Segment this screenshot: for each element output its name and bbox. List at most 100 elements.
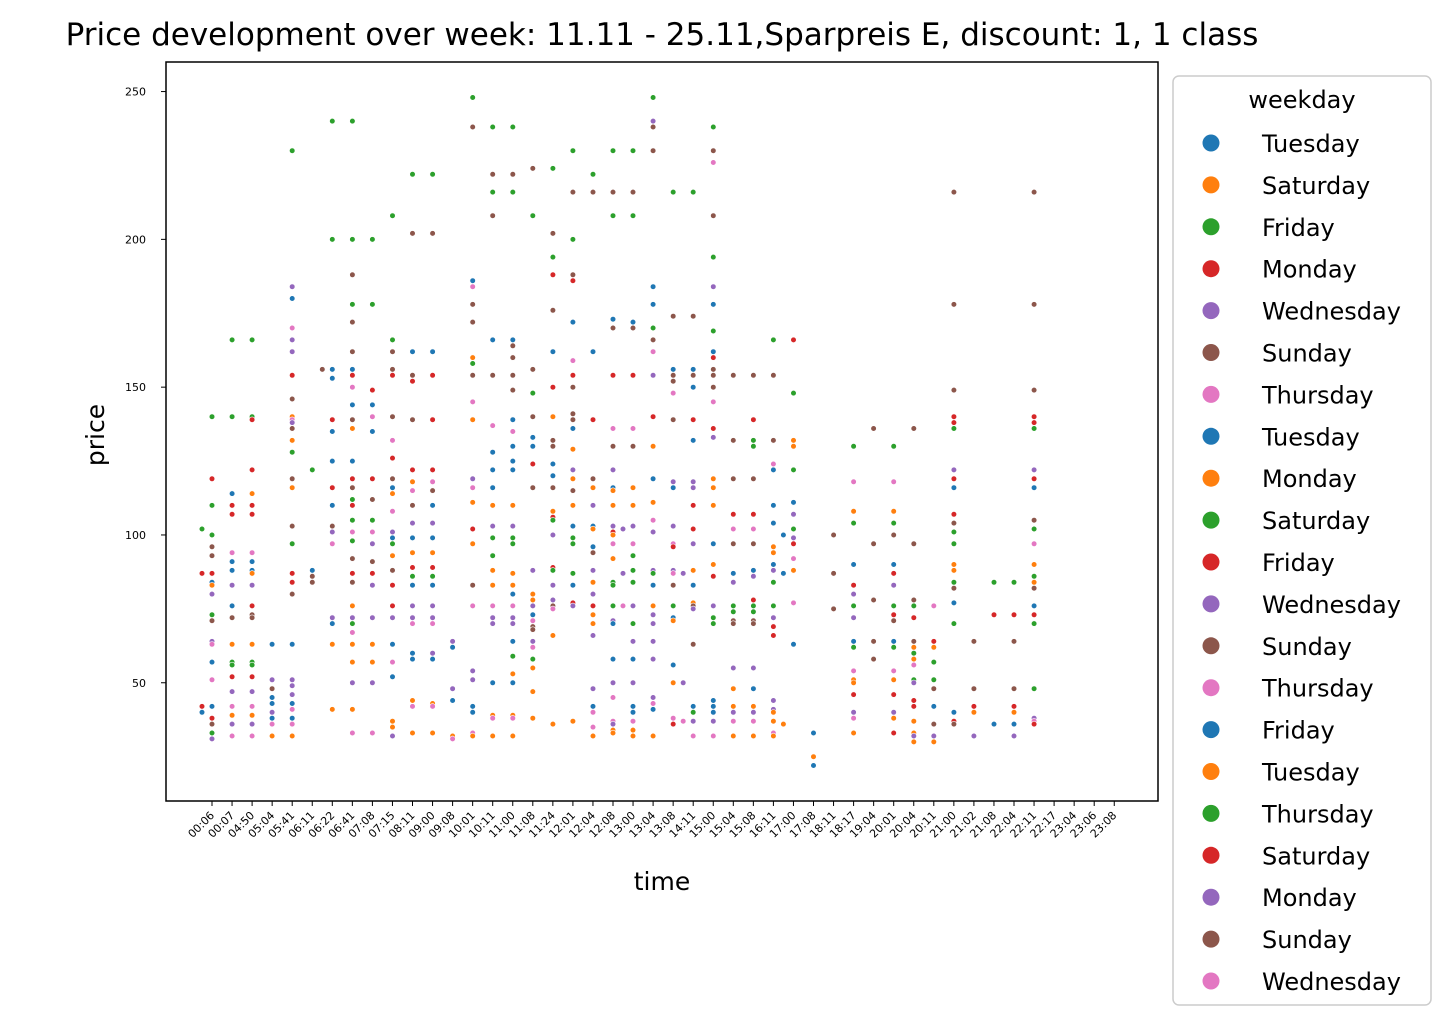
data-point	[790, 599, 797, 607]
data-point	[890, 617, 897, 624]
data-point	[850, 715, 857, 722]
data-point	[249, 570, 256, 577]
legend-marker	[1202, 637, 1220, 655]
data-point	[329, 375, 336, 382]
data-point	[409, 416, 416, 423]
data-point	[349, 401, 356, 409]
data-point	[269, 685, 276, 692]
data-point	[329, 614, 336, 621]
data-point	[349, 319, 356, 326]
legend-label: Thursday	[1261, 381, 1374, 409]
data-point	[389, 673, 396, 680]
data-point	[710, 348, 717, 355]
data-point	[850, 729, 857, 737]
data-point	[910, 703, 917, 710]
data-point	[409, 602, 416, 610]
data-point	[208, 641, 216, 648]
data-point	[549, 605, 557, 613]
data-point	[549, 254, 557, 261]
data-point	[970, 732, 978, 740]
legend-marker	[1202, 804, 1220, 822]
data-point	[569, 372, 577, 379]
data-point	[449, 685, 456, 692]
data-point	[409, 372, 416, 379]
data-point	[649, 413, 657, 420]
data-point	[609, 212, 617, 219]
data-point	[509, 522, 516, 530]
data-point	[950, 189, 958, 196]
data-point	[489, 466, 496, 474]
data-point	[850, 679, 857, 686]
data-point	[469, 277, 476, 284]
data-point	[609, 147, 617, 154]
data-point	[750, 685, 757, 692]
data-point	[649, 528, 657, 536]
data-point	[469, 416, 476, 423]
data-point	[469, 484, 476, 491]
data-point	[329, 117, 336, 125]
legend-label: Saturday	[1262, 842, 1370, 870]
data-point	[690, 366, 697, 373]
data-point	[429, 582, 436, 589]
data-point	[589, 475, 597, 482]
data-point	[750, 525, 757, 533]
data-point	[229, 413, 236, 420]
data-point	[750, 620, 757, 627]
data-point	[329, 428, 336, 435]
data-point	[750, 718, 757, 725]
data-point	[619, 602, 627, 610]
data-point	[589, 709, 597, 716]
data-point	[1030, 585, 1038, 592]
data-point	[950, 599, 958, 607]
data-point	[469, 398, 476, 406]
data-point	[329, 528, 336, 536]
data-point	[229, 549, 236, 556]
data-point	[409, 534, 416, 542]
data-point	[770, 732, 777, 740]
data-point	[509, 342, 516, 349]
data-point	[289, 372, 296, 379]
data-point	[750, 443, 757, 450]
data-point	[629, 638, 637, 645]
data-point	[249, 558, 256, 565]
data-point	[649, 372, 657, 379]
data-point	[649, 475, 657, 482]
legend-marker	[1202, 260, 1220, 278]
data-point	[589, 620, 597, 627]
data-point	[930, 685, 937, 692]
data-point	[850, 508, 857, 515]
data-point	[690, 372, 697, 379]
data-point	[710, 602, 717, 610]
data-point	[389, 582, 396, 589]
data-point	[389, 540, 396, 547]
data-point	[349, 236, 356, 243]
data-point	[950, 585, 958, 592]
data-point	[609, 443, 617, 450]
data-point	[369, 679, 376, 686]
data-point	[509, 354, 516, 361]
data-point	[750, 602, 757, 610]
data-point	[950, 466, 958, 474]
data-point	[670, 189, 677, 196]
data-point	[589, 416, 597, 423]
legend-marker	[1202, 721, 1220, 739]
data-point	[780, 570, 787, 577]
data-point	[549, 443, 557, 450]
data-point	[489, 212, 496, 219]
data-point	[710, 283, 717, 290]
y-tick-label: 50	[132, 677, 146, 690]
data-point	[389, 552, 396, 559]
data-point	[229, 703, 236, 710]
data-point	[750, 437, 757, 444]
data-point	[249, 511, 256, 518]
data-point	[710, 301, 717, 308]
data-point	[569, 410, 577, 417]
data-point	[770, 567, 777, 574]
data-point	[509, 638, 516, 645]
data-point	[690, 416, 697, 423]
data-point	[850, 478, 857, 485]
data-point	[649, 732, 657, 740]
legend-label: Friday	[1262, 717, 1335, 745]
data-point	[609, 729, 617, 737]
data-point	[289, 336, 296, 344]
